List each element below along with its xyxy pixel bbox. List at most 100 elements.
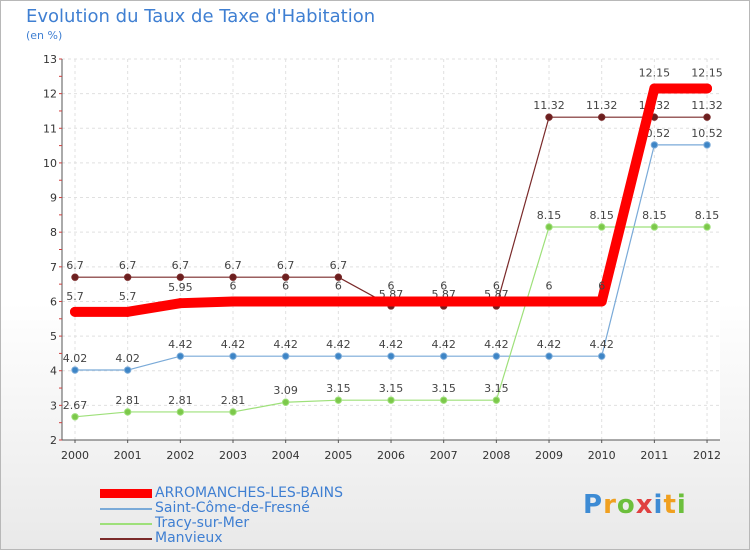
x-tick-label: 2000 [61, 449, 89, 462]
y-tick-label: 7 [50, 261, 57, 274]
data-point [334, 273, 343, 281]
proxiti-logo: Proxiti [583, 490, 687, 520]
logo-letter: P [583, 490, 604, 520]
y-tick-label: 2 [50, 434, 57, 447]
data-point [122, 306, 133, 317]
data-label: 6 [440, 279, 447, 292]
data-point [387, 396, 395, 404]
data-point [176, 352, 185, 360]
data-point [334, 396, 343, 404]
y-tick-label: 10 [43, 157, 57, 170]
data-label: 6 [230, 279, 237, 292]
data-point [598, 113, 606, 121]
legend-swatch [100, 489, 152, 498]
y-tick-label: 9 [50, 192, 57, 205]
data-label: 6.7 [330, 259, 348, 272]
data-label: 3.15 [431, 382, 456, 395]
data-point [386, 296, 397, 307]
data-label: 11.32 [586, 99, 618, 112]
data-label: 6.7 [119, 259, 137, 272]
data-label: 6.7 [224, 259, 242, 272]
data-point [703, 223, 711, 231]
legend-label: Tracy-sur-Mer [155, 515, 250, 531]
data-point [491, 296, 502, 307]
data-point [544, 296, 555, 307]
legend-label: Manvieux [155, 530, 223, 546]
data-point [596, 296, 607, 307]
data-point [334, 352, 343, 360]
x-tick-label: 2010 [588, 449, 616, 462]
data-label: 4.02 [63, 352, 88, 365]
logo-letter: i [676, 490, 687, 520]
data-point [650, 141, 659, 149]
legend-swatch [100, 523, 152, 525]
series-arromanches-les-bains: 5.7 5.7 5.95 6 6 6 6 6 6 6 6 12.15 12.15 [66, 66, 723, 317]
series-tracy-sur-mer: 2.67 2.81 2.81 2.81 3.09 3.15 3.15 3.15 3.15 8.15… [63, 209, 720, 421]
data-label: 4.42 [431, 338, 456, 351]
data-label: 11.32 [533, 99, 565, 112]
data-point [71, 413, 79, 421]
data-point [439, 352, 448, 360]
data-point [123, 273, 132, 281]
data-label: 5.7 [119, 290, 137, 303]
y-tick-label: 11 [43, 122, 57, 135]
data-label: 11.32 [691, 99, 723, 112]
legend-label: ARROMANCHES-LES-BAINS [155, 485, 344, 501]
data-point [70, 306, 80, 317]
data-point [123, 408, 132, 416]
logo-letter: x [635, 490, 654, 520]
x-tick-label: 2009 [535, 449, 563, 462]
data-point [229, 352, 237, 360]
data-label: 3.09 [273, 384, 298, 397]
data-label: 8.15 [695, 209, 720, 222]
logo-letter: i [653, 490, 664, 520]
data-point [598, 223, 606, 231]
data-point [545, 352, 553, 360]
data-label: 10.52 [691, 127, 723, 140]
y-tick-label: 8 [50, 226, 57, 239]
data-label: 6.7 [66, 259, 84, 272]
data-point [545, 113, 553, 121]
data-label: 6 [335, 279, 342, 292]
legend-swatch [100, 508, 152, 510]
data-label: 3.15 [484, 382, 509, 395]
x-tick-label: 2011 [640, 449, 668, 462]
data-point [650, 223, 659, 231]
x-tick-label: 2001 [114, 449, 142, 462]
data-point [229, 408, 237, 416]
data-label: 4.42 [221, 338, 246, 351]
data-label: 2.81 [115, 394, 140, 407]
data-point [492, 396, 501, 404]
data-label: 8.15 [537, 209, 562, 222]
logo-letter: r [603, 490, 617, 520]
data-label: 4.42 [168, 338, 193, 351]
x-tick-label: 2002 [166, 449, 194, 462]
data-point [703, 113, 711, 121]
data-label: 5.95 [168, 281, 193, 294]
y-tick-label: 6 [50, 295, 57, 308]
y-tick-label: 13 [43, 53, 57, 66]
data-label: 4.42 [379, 338, 404, 351]
x-tick-label: 2006 [377, 449, 405, 462]
data-label: 8.15 [589, 209, 614, 222]
data-point [280, 296, 291, 307]
data-point [387, 352, 395, 360]
data-point [123, 366, 132, 374]
data-point [492, 352, 501, 360]
data-label: 6 [598, 279, 605, 292]
data-point [281, 352, 290, 360]
data-label: 12.15 [639, 66, 671, 79]
data-point [333, 296, 344, 307]
data-label: 8.15 [642, 209, 667, 222]
data-label: 4.42 [589, 338, 614, 351]
data-label: 12.15 [691, 66, 723, 79]
logo-letter: o [616, 490, 636, 520]
data-label: 6 [546, 279, 553, 292]
y-tick-label: 3 [50, 399, 57, 412]
data-point [176, 408, 185, 416]
logo-letter: t [663, 490, 677, 520]
data-point [703, 141, 711, 149]
data-point [229, 273, 237, 281]
y-tick-label: 4 [50, 365, 57, 378]
